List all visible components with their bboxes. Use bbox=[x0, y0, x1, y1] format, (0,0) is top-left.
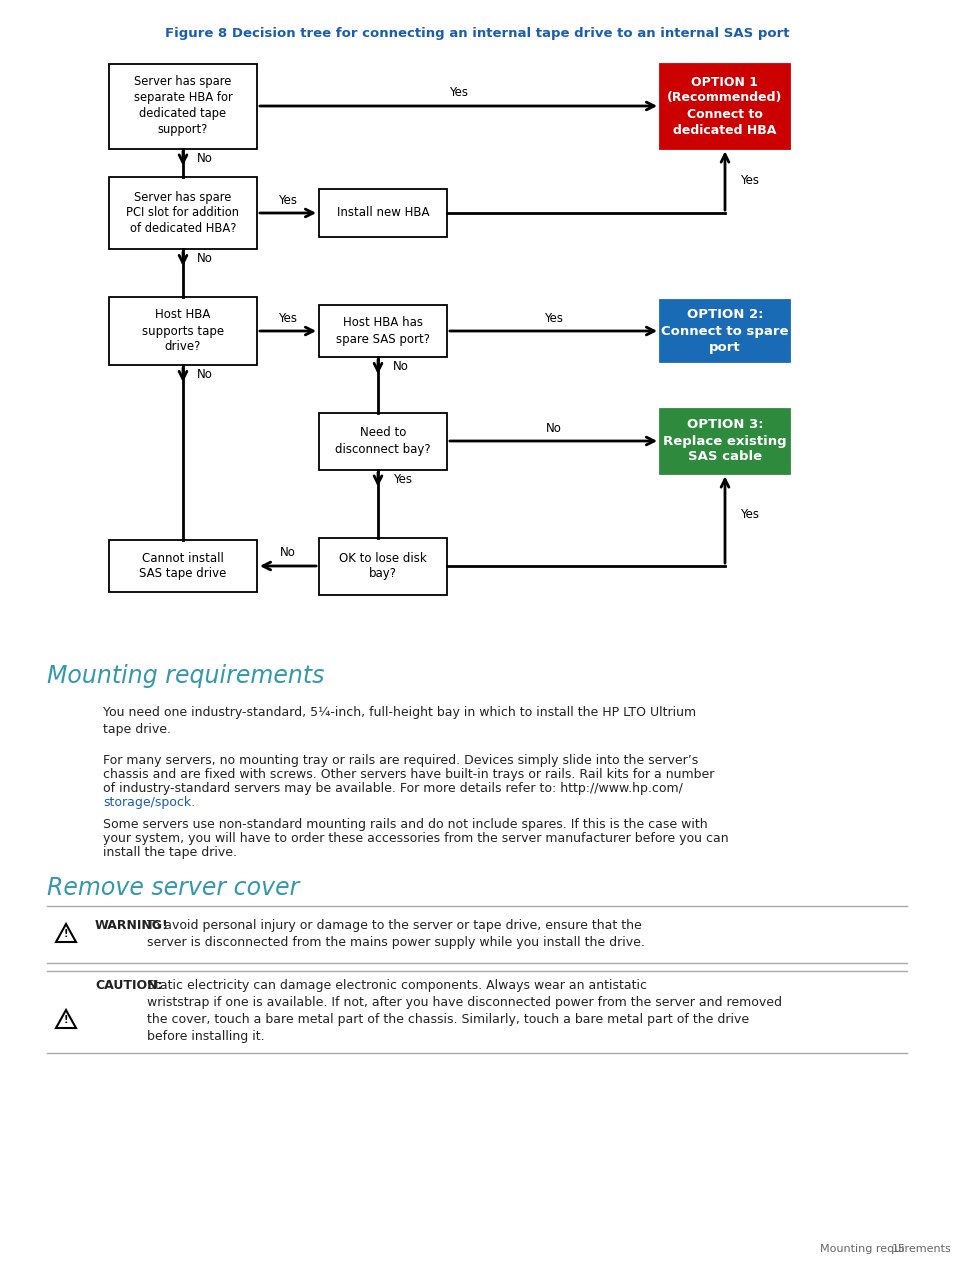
Text: Figure 8 Decision tree for connecting an internal tape drive to an internal SAS : Figure 8 Decision tree for connecting an… bbox=[165, 28, 788, 41]
Text: OPTION 1
(Recommended)
Connect to
dedicated HBA: OPTION 1 (Recommended) Connect to dedica… bbox=[666, 75, 781, 136]
Text: Cannot install
SAS tape drive: Cannot install SAS tape drive bbox=[139, 552, 227, 581]
Text: Yes: Yes bbox=[449, 86, 468, 99]
FancyBboxPatch shape bbox=[318, 538, 447, 595]
Text: No: No bbox=[280, 547, 295, 559]
Text: To avoid personal injury or damage to the server or tape drive, ensure that the
: To avoid personal injury or damage to th… bbox=[147, 919, 644, 949]
Text: OK to lose disk
bay?: OK to lose disk bay? bbox=[338, 552, 426, 581]
FancyBboxPatch shape bbox=[318, 305, 447, 357]
Text: Server has spare
PCI slot for addition
of dedicated HBA?: Server has spare PCI slot for addition o… bbox=[127, 191, 239, 235]
FancyBboxPatch shape bbox=[659, 300, 789, 362]
Text: No: No bbox=[196, 369, 213, 381]
Text: Need to
disconnect bay?: Need to disconnect bay? bbox=[335, 427, 431, 455]
Text: OPTION 3:
Replace existing
SAS cable: OPTION 3: Replace existing SAS cable bbox=[662, 418, 786, 464]
Text: No: No bbox=[393, 361, 409, 374]
Text: your system, you will have to order these accessories from the server manufactur: your system, you will have to order thes… bbox=[103, 833, 728, 845]
Text: CAUTION:: CAUTION: bbox=[95, 979, 162, 991]
FancyBboxPatch shape bbox=[659, 64, 789, 149]
Text: chassis and are fixed with screws. Other servers have built-in trays or rails. R: chassis and are fixed with screws. Other… bbox=[103, 768, 714, 780]
FancyBboxPatch shape bbox=[318, 413, 447, 469]
Text: Install new HBA: Install new HBA bbox=[336, 206, 429, 220]
FancyBboxPatch shape bbox=[318, 189, 447, 236]
Text: No: No bbox=[196, 153, 213, 165]
Text: You need one industry-standard, 5¼-inch, full-height bay in which to install the: You need one industry-standard, 5¼-inch,… bbox=[103, 705, 696, 736]
Text: Some servers use non-standard mounting rails and do not include spares. If this : Some servers use non-standard mounting r… bbox=[103, 819, 707, 831]
Text: Remove server cover: Remove server cover bbox=[47, 876, 299, 900]
Text: For many servers, no mounting tray or rails are required. Devices simply slide i: For many servers, no mounting tray or ra… bbox=[103, 754, 698, 766]
Text: Mounting requirements: Mounting requirements bbox=[47, 663, 324, 688]
Text: !: ! bbox=[64, 929, 69, 939]
Text: OPTION 2:
Connect to spare
port: OPTION 2: Connect to spare port bbox=[660, 309, 788, 353]
Text: No: No bbox=[196, 253, 213, 266]
Text: WARNING!: WARNING! bbox=[95, 919, 169, 932]
Text: Static electricity can damage electronic components. Always wear an antistatic
w: Static electricity can damage electronic… bbox=[147, 979, 781, 1043]
Text: Host HBA has
spare SAS port?: Host HBA has spare SAS port? bbox=[335, 316, 430, 346]
FancyBboxPatch shape bbox=[109, 177, 256, 249]
Text: Mounting requirements: Mounting requirements bbox=[820, 1244, 950, 1254]
Text: install the tape drive.: install the tape drive. bbox=[103, 846, 236, 859]
Text: Server has spare
separate HBA for
dedicated tape
support?: Server has spare separate HBA for dedica… bbox=[133, 75, 233, 136]
FancyBboxPatch shape bbox=[659, 408, 789, 474]
Text: 15: 15 bbox=[891, 1244, 905, 1254]
Text: Yes: Yes bbox=[393, 473, 412, 486]
Text: Yes: Yes bbox=[740, 174, 759, 187]
Text: No: No bbox=[545, 422, 561, 435]
FancyBboxPatch shape bbox=[109, 297, 256, 365]
Text: of industry-standard servers may be available. For more details refer to: http:/: of industry-standard servers may be avai… bbox=[103, 782, 682, 794]
FancyBboxPatch shape bbox=[109, 64, 256, 149]
Text: Yes: Yes bbox=[543, 311, 562, 324]
Text: Yes: Yes bbox=[278, 193, 297, 206]
Text: Yes: Yes bbox=[278, 311, 297, 324]
Text: storage/spock.: storage/spock. bbox=[103, 796, 195, 810]
Text: Host HBA
supports tape
drive?: Host HBA supports tape drive? bbox=[142, 309, 224, 353]
FancyBboxPatch shape bbox=[109, 540, 256, 592]
Text: Yes: Yes bbox=[740, 508, 759, 521]
Text: !: ! bbox=[64, 1016, 69, 1024]
